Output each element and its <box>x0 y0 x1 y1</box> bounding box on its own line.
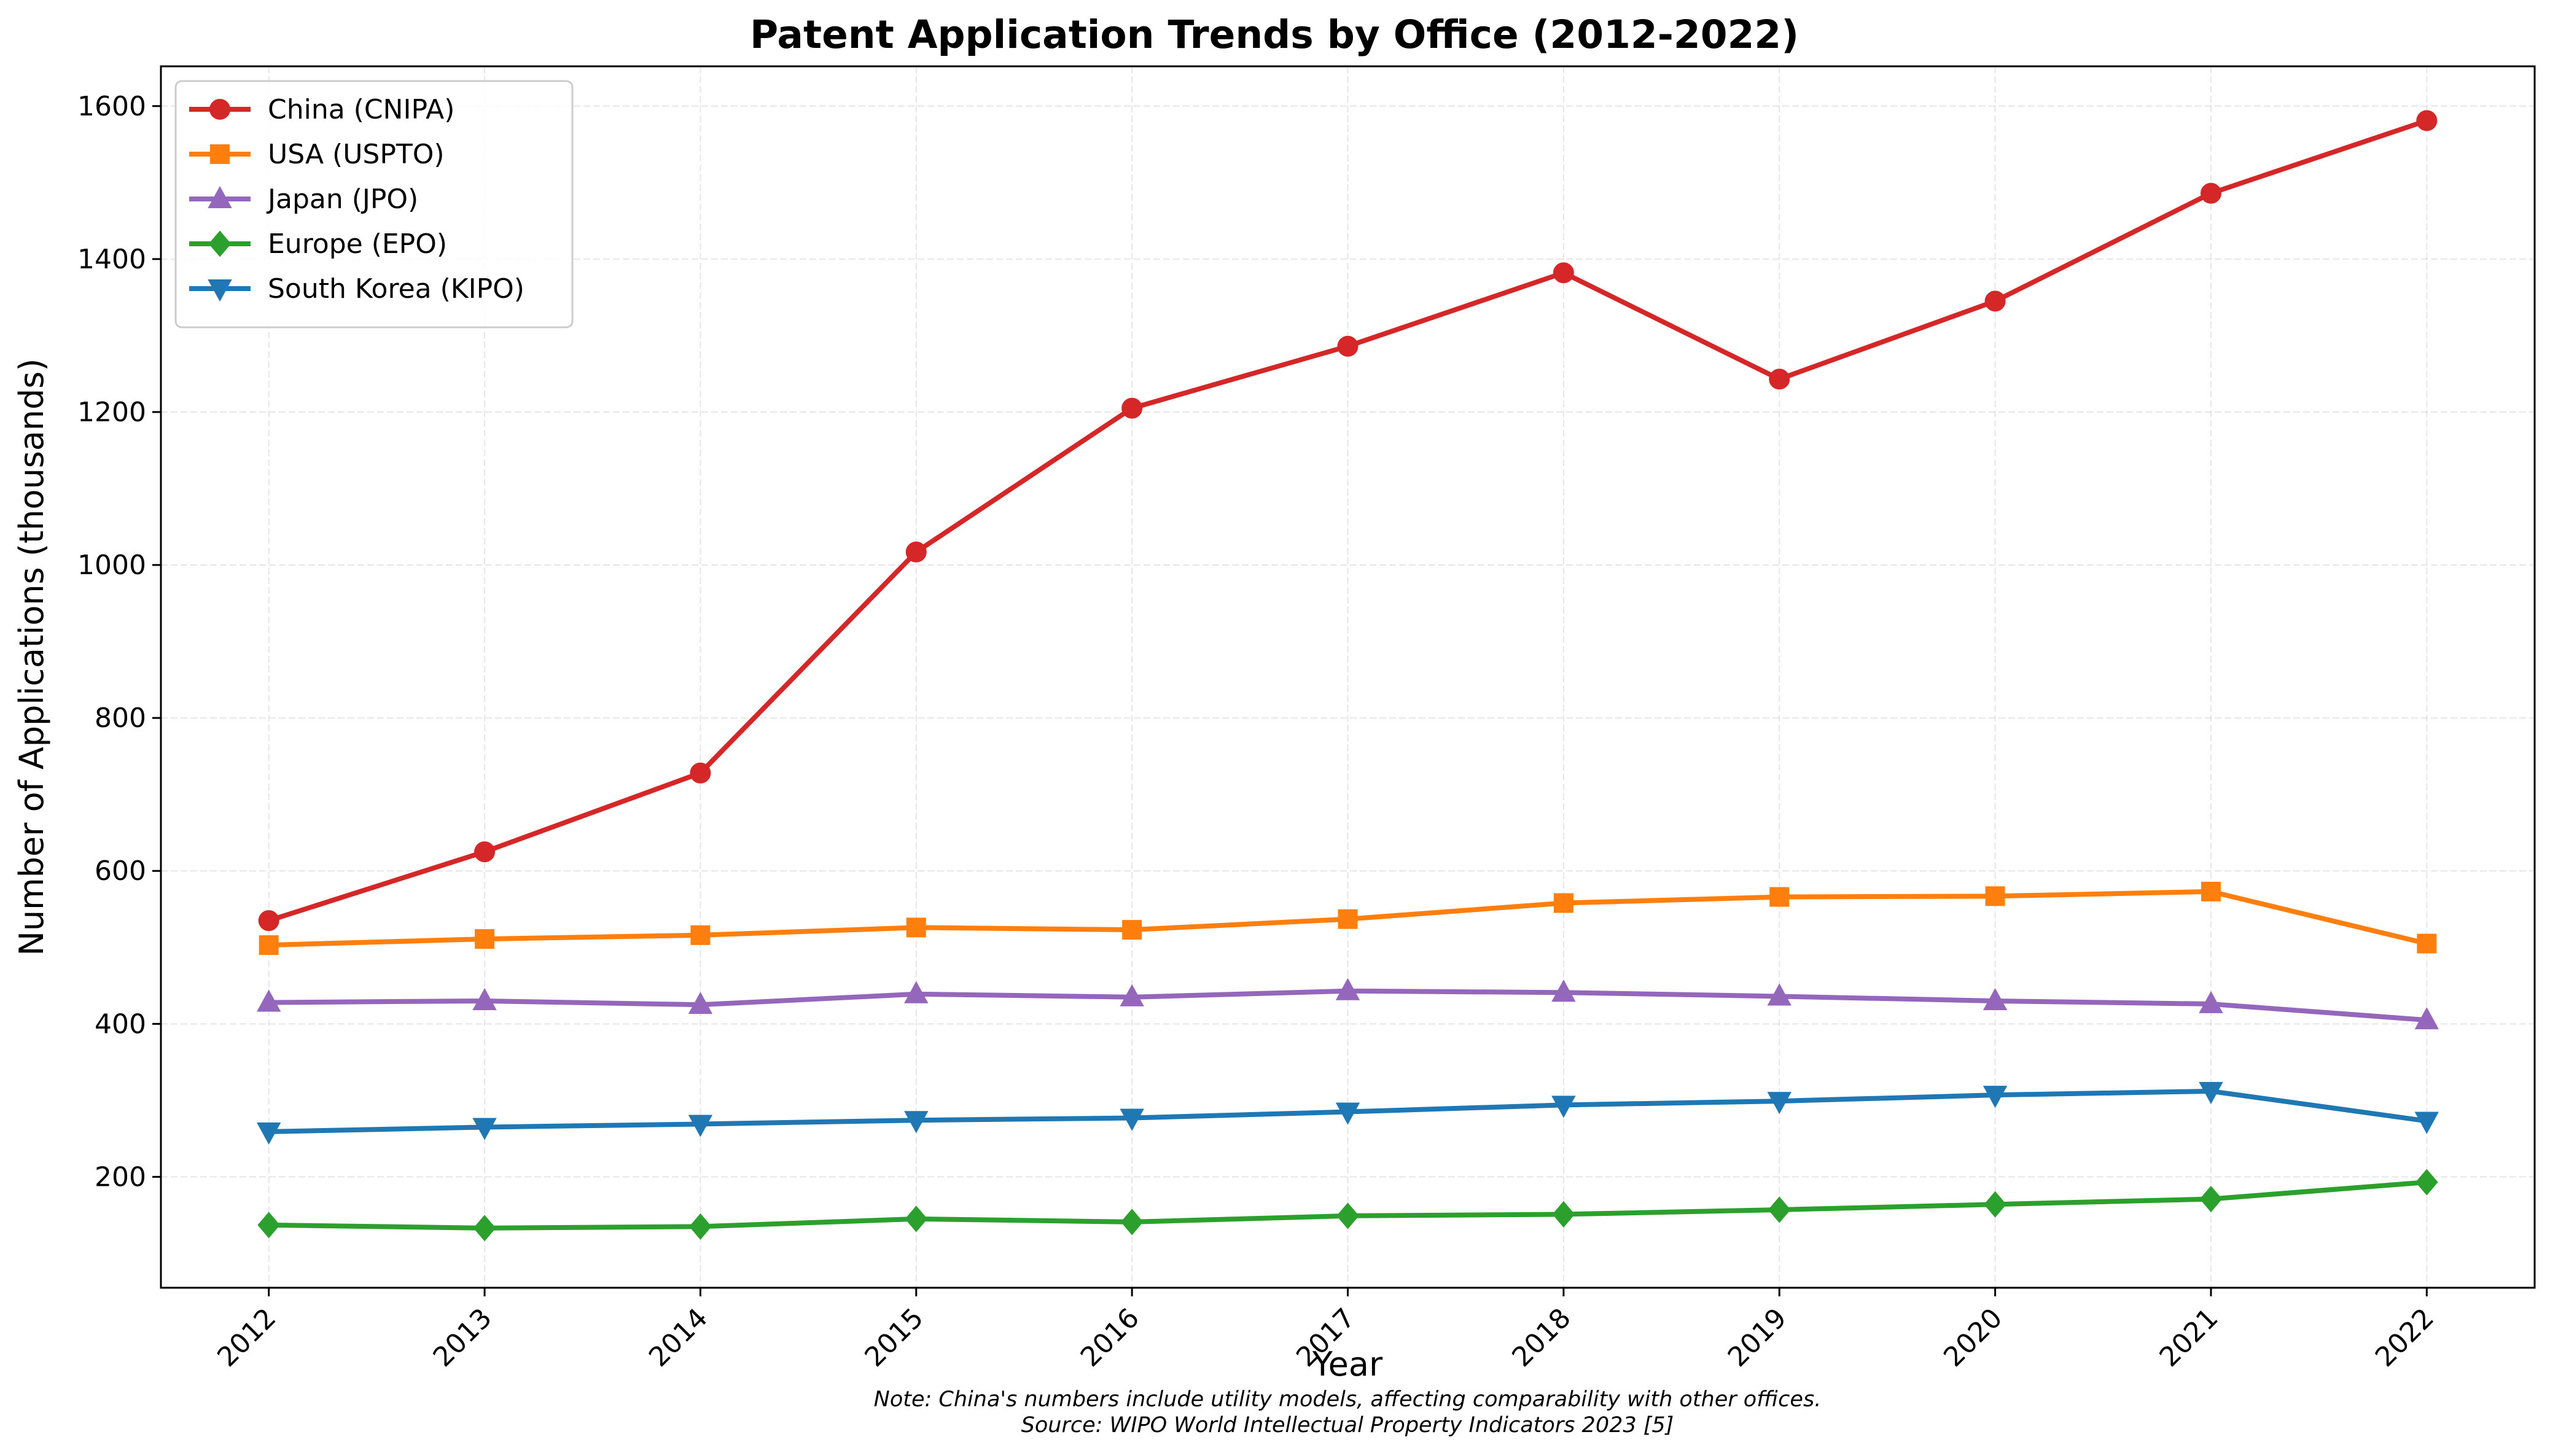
data-point <box>689 1213 712 1240</box>
data-point <box>904 1111 929 1134</box>
data-point <box>2414 1007 2439 1030</box>
data-point <box>1121 397 1143 419</box>
data-point <box>1120 1209 1144 1236</box>
grid-lines <box>161 66 2535 1288</box>
data-point <box>688 1115 713 1137</box>
data-point <box>904 981 929 1003</box>
data-point <box>1767 1092 1792 1115</box>
data-point <box>2416 110 2438 131</box>
data-point <box>1768 1196 1791 1223</box>
data-point <box>905 1205 928 1232</box>
data-point <box>905 541 927 563</box>
legend: China (CNIPA) USA (USPTO) Japan (JPO) Europ… <box>174 80 574 329</box>
data-point <box>259 935 279 956</box>
data-point <box>2414 1111 2439 1134</box>
data-point <box>1984 290 2006 312</box>
data-point <box>1985 886 2005 906</box>
y-tick-label: 1600 <box>77 91 146 122</box>
y-tick-label: 400 <box>95 1008 146 1040</box>
series-3 <box>257 1169 2438 1242</box>
data-point <box>475 929 495 949</box>
data-point <box>1551 1096 1576 1118</box>
data-point <box>2200 182 2221 204</box>
data-point <box>1983 1086 2008 1108</box>
data-point <box>2199 1081 2223 1105</box>
data-point <box>1769 368 1790 390</box>
data-point <box>690 925 711 945</box>
y-tick-label: 1000 <box>77 550 146 581</box>
data-point <box>1120 984 1144 1006</box>
data-point <box>1120 1108 1144 1131</box>
series-4 <box>256 1081 2439 1145</box>
legend-label: Europe (EPO) <box>268 228 447 260</box>
data-point <box>1338 909 1358 929</box>
data-point <box>256 989 281 1012</box>
legend-swatch-marker <box>208 279 232 302</box>
data-point <box>2201 881 2221 901</box>
y-tick-label: 1400 <box>77 244 146 275</box>
data-point <box>1336 1202 1359 1229</box>
data-point <box>1983 987 2008 1010</box>
note-annotation: Note: China's numbers include utility mo… <box>874 1387 1822 1412</box>
legend-frame <box>174 80 574 329</box>
data-point <box>1552 1201 1575 1228</box>
source-annotation: Source: WIPO World Intellectual Property… <box>1021 1413 1674 1438</box>
data-point <box>1767 983 1792 1006</box>
data-point <box>1337 335 1359 357</box>
data-point <box>1769 887 1790 907</box>
data-point <box>472 1118 497 1140</box>
series-0 <box>258 110 2438 932</box>
data-point <box>474 841 496 863</box>
data-point <box>906 917 926 938</box>
data-point <box>1335 1102 1360 1125</box>
data-point <box>2417 933 2437 954</box>
legend-label: China (CNIPA) <box>268 94 454 125</box>
legend-swatch-marker <box>208 185 232 208</box>
y-tick-label: 1200 <box>77 397 146 428</box>
data-point <box>690 762 711 784</box>
legend-label: South Korea (KIPO) <box>268 273 524 305</box>
y-tick-label: 600 <box>95 855 146 887</box>
legend-swatch-marker <box>208 230 232 257</box>
x-axis-label: Year <box>1312 1345 1383 1384</box>
legend-label: USA (USPTO) <box>268 139 445 170</box>
y-tick-label: 800 <box>95 703 146 734</box>
data-point <box>472 987 497 1010</box>
legend-swatch-marker <box>210 144 230 164</box>
data-point <box>688 992 713 1014</box>
data-point <box>1551 979 1576 1002</box>
legend-swatch-marker <box>209 99 230 120</box>
series-1 <box>259 881 2437 956</box>
data-point <box>1335 978 1360 1000</box>
data-point <box>2415 1169 2438 1196</box>
y-axis-label: Number of Applications (thousands) <box>12 359 51 956</box>
data-point <box>1553 893 1573 913</box>
data-point <box>257 1212 280 1239</box>
data-point <box>473 1215 496 1242</box>
legend-label: Japan (JPO) <box>266 184 418 215</box>
series-layer <box>256 110 2439 1242</box>
series-2 <box>256 978 2439 1030</box>
data-point <box>2199 991 2223 1013</box>
data-point <box>1984 1191 2006 1218</box>
data-point <box>1553 262 1574 284</box>
data-point <box>1122 920 1142 940</box>
data-point <box>256 1122 281 1145</box>
y-tick-label: 200 <box>95 1161 146 1193</box>
data-point <box>258 910 279 932</box>
data-point <box>2199 1185 2223 1213</box>
chart-title: Patent Application Trends by Office (201… <box>750 12 1799 57</box>
